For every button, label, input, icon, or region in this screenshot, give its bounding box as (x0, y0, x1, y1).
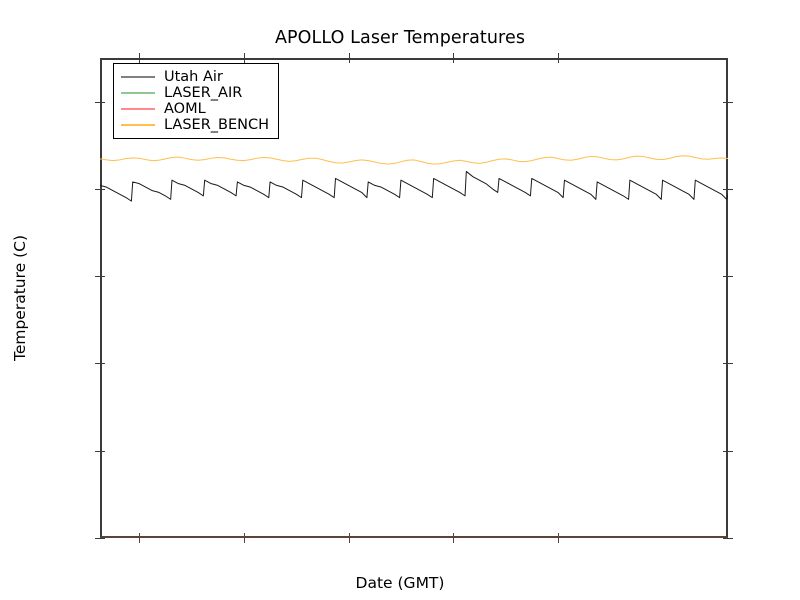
y-tick-mark-inner (100, 538, 105, 539)
legend-label: AOML (164, 101, 206, 117)
x-tick-mark-top-inner (348, 58, 350, 63)
y-tick-mark-right-inner (723, 450, 728, 452)
y-tick-mark-inner (100, 188, 105, 190)
legend-color-swatch (121, 92, 155, 94)
legend-color-swatch (121, 124, 155, 126)
x-tick-mark-inner (348, 533, 350, 538)
y-tick-mark (95, 363, 100, 365)
x-tick-mark (348, 538, 350, 543)
y-tick-mark-inner (100, 276, 105, 278)
y-tick-mark-right-inner (723, 188, 728, 190)
y-tick-mark-right-inner (723, 101, 728, 103)
y-tick-mark (95, 538, 100, 539)
legend-color-swatch (121, 76, 155, 78)
y-tick-mark-right (728, 276, 733, 278)
x-tick-mark-inner (139, 533, 141, 538)
x-axis-label: Date (GMT) (355, 574, 445, 592)
x-tick-mark-top-inner (453, 58, 455, 63)
legend-item[interactable]: AOML (121, 101, 269, 117)
y-tick-mark (95, 188, 100, 190)
y-tick-mark-right (728, 188, 733, 190)
y-tick-mark-inner (100, 363, 105, 365)
y-tick-mark-right (728, 538, 733, 539)
chart-legend[interactable]: Utah Air LASER_AIR AOML LASER_BENCH (113, 63, 280, 139)
plot-area: Utah Air LASER_AIR AOML LASER_BENCH (95, 53, 733, 543)
legend-label: LASER_BENCH (164, 117, 270, 133)
x-tick-mark (243, 538, 245, 543)
y-tick-mark-right-inner (723, 363, 728, 365)
x-tick-mark-top-inner (139, 58, 141, 63)
y-tick-mark-right (728, 450, 733, 452)
x-tick-mark-top (139, 53, 141, 58)
y-tick-mark-inner (100, 450, 105, 452)
y-tick-mark-right (728, 363, 733, 365)
x-tick-mark-inner (453, 533, 455, 538)
y-tick-mark-right (728, 101, 733, 103)
x-tick-mark-top (453, 53, 455, 58)
x-tick-mark (557, 538, 559, 543)
x-tick-mark-inner (557, 533, 559, 538)
legend-item[interactable]: Utah Air (121, 69, 269, 85)
x-tick-mark (453, 538, 455, 543)
x-tick-mark-top (557, 53, 559, 58)
y-tick-mark (95, 450, 100, 452)
y-tick-mark-right-inner (723, 276, 728, 278)
x-tick-mark-top-inner (243, 58, 245, 63)
x-tick-mark-inner (243, 533, 245, 538)
x-tick-mark-top-inner (557, 58, 559, 63)
y-axis-label: Temperature (C) (11, 234, 29, 362)
series-lines (100, 155, 728, 202)
chart-title: APOLLO Laser Temperatures (274, 28, 526, 48)
y-tick-mark (95, 101, 100, 103)
y-tick-mark-inner (100, 101, 105, 103)
legend-item[interactable]: LASER_AIR (121, 85, 269, 101)
x-tick-mark (139, 538, 141, 543)
legend-label: Utah Air (164, 69, 223, 85)
x-tick-mark-top (348, 53, 350, 58)
legend-item[interactable]: LASER_BENCH (121, 117, 269, 133)
legend-label: LASER_AIR (164, 85, 243, 101)
series-line (100, 155, 728, 165)
y-tick-mark (95, 276, 100, 278)
legend-color-swatch (121, 108, 155, 110)
y-tick-mark-right-inner (723, 538, 728, 539)
series-line (100, 170, 728, 202)
x-tick-mark-top (243, 53, 245, 58)
